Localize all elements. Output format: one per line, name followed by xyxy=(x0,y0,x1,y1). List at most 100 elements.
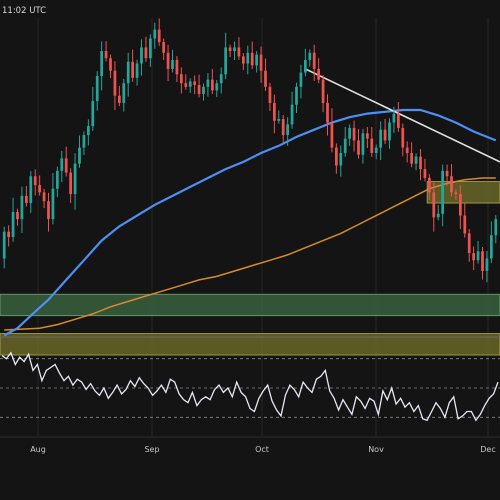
candle xyxy=(51,173,55,225)
candle xyxy=(379,121,383,161)
candle-body xyxy=(432,192,436,218)
candle xyxy=(361,128,365,164)
candle xyxy=(237,37,241,60)
candle-body xyxy=(321,79,325,103)
candle xyxy=(153,22,157,49)
candle-body xyxy=(361,133,365,155)
candle xyxy=(414,153,418,171)
candle xyxy=(197,74,201,98)
candle-body xyxy=(224,47,228,75)
candle-body xyxy=(228,47,232,52)
candle xyxy=(7,225,11,247)
candle xyxy=(82,131,86,156)
candle xyxy=(410,142,414,168)
candle-body xyxy=(82,135,86,148)
candle xyxy=(472,246,476,271)
candle-body xyxy=(348,127,352,139)
candle xyxy=(423,158,427,182)
candle xyxy=(295,82,298,114)
x-tick-aug: Aug xyxy=(30,445,46,454)
candle xyxy=(135,59,139,86)
rsi-pane xyxy=(0,351,500,422)
candle xyxy=(64,146,68,177)
rsi-line xyxy=(1,351,499,422)
candle-body xyxy=(117,95,121,103)
candle xyxy=(383,118,387,145)
candle xyxy=(250,41,254,70)
candle-body xyxy=(423,169,427,178)
candle-body xyxy=(295,86,298,105)
candle-body xyxy=(326,102,329,123)
ma-orange-line xyxy=(4,177,496,331)
candle-body xyxy=(339,152,343,166)
candle xyxy=(55,166,59,198)
timestamp-label: 11:02 UTC xyxy=(2,6,46,16)
candle xyxy=(405,141,409,163)
candle xyxy=(29,171,33,213)
candle xyxy=(330,108,334,153)
candle xyxy=(233,41,236,60)
candle-body xyxy=(436,213,440,218)
candle-body xyxy=(148,38,152,59)
candles-layer xyxy=(2,18,498,283)
candle xyxy=(11,197,15,242)
candle xyxy=(255,51,259,73)
candle xyxy=(352,120,356,152)
candle-body xyxy=(410,152,414,164)
candle-body xyxy=(281,118,285,136)
candle xyxy=(140,39,143,76)
candle xyxy=(24,186,28,207)
candle-body xyxy=(162,42,166,53)
candle xyxy=(392,106,396,133)
candle xyxy=(441,164,445,227)
candle-body xyxy=(379,129,383,148)
candle-body xyxy=(100,51,104,77)
candle-body xyxy=(250,52,254,66)
candle xyxy=(179,67,183,94)
candle xyxy=(427,174,431,201)
candle-body xyxy=(445,170,449,177)
candle-body xyxy=(166,52,170,69)
candle-body xyxy=(458,194,462,216)
candle xyxy=(419,149,422,181)
candle-body xyxy=(494,219,498,236)
x-tick-sep: Sep xyxy=(144,445,159,454)
candle xyxy=(16,208,19,226)
descending-trendline xyxy=(305,68,500,163)
candle-body xyxy=(334,147,338,166)
candle-body xyxy=(388,122,391,141)
candle-body xyxy=(122,83,126,103)
candle-body xyxy=(16,211,19,220)
candle xyxy=(339,145,343,177)
candle-body xyxy=(365,133,369,139)
candle-body xyxy=(290,104,294,125)
candle xyxy=(290,91,294,129)
candle xyxy=(166,44,170,81)
x-tick-dec: Dec xyxy=(480,445,495,454)
candle-body xyxy=(24,195,28,204)
candle xyxy=(104,41,108,62)
candle-body xyxy=(414,156,418,164)
candle xyxy=(193,75,197,94)
candle-body xyxy=(51,188,55,220)
candle xyxy=(42,188,46,209)
candle-body xyxy=(210,79,214,91)
candle xyxy=(458,185,462,229)
candle xyxy=(91,86,95,131)
candle-body xyxy=(131,61,135,78)
candle xyxy=(268,82,272,111)
candle-body xyxy=(38,185,42,193)
candle-body xyxy=(427,178,431,193)
candle xyxy=(188,78,192,94)
candle-body xyxy=(374,147,378,153)
candle xyxy=(60,150,64,183)
candle xyxy=(476,241,480,264)
candle xyxy=(370,127,374,157)
candle-body xyxy=(419,156,422,170)
candle xyxy=(450,164,453,197)
candle-body xyxy=(193,81,197,86)
candle xyxy=(126,52,130,97)
candle xyxy=(259,46,263,83)
candle xyxy=(396,102,400,132)
